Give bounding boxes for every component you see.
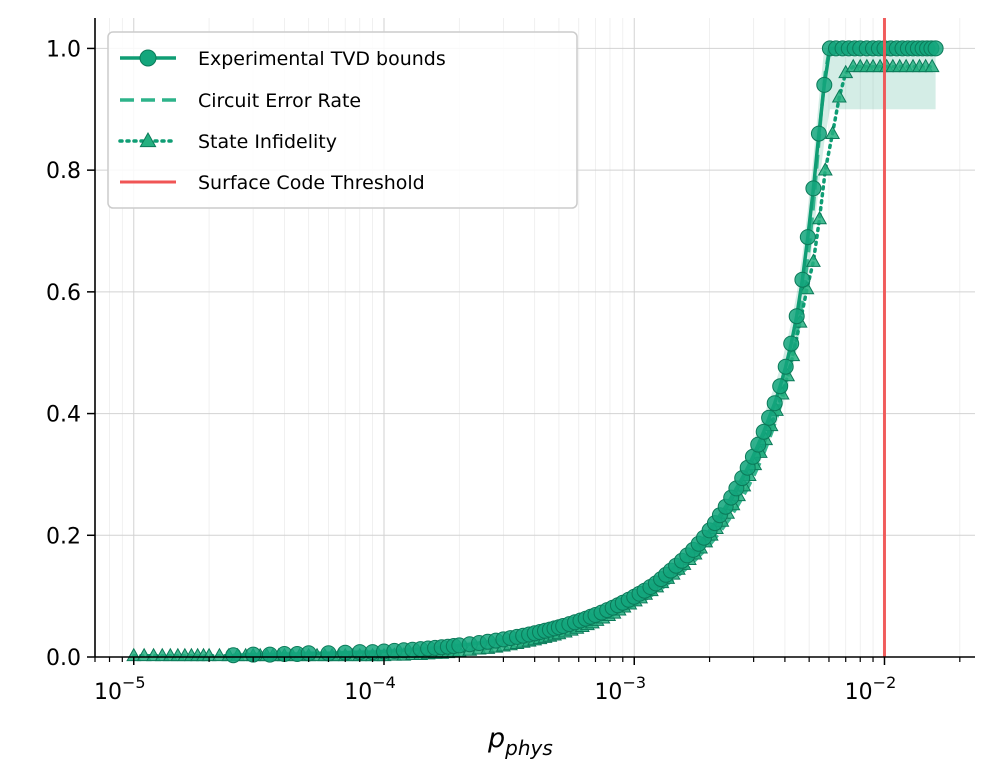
plot-area [126,18,944,664]
state-infidelity-point [924,58,940,73]
y-tick-label: 0.6 [46,281,81,306]
x-tick-label-base: 10 [344,680,372,705]
state-infidelity-point [825,125,841,140]
x-tick-label: 10−3 [594,673,646,705]
y-tick-label: 0.2 [46,524,81,549]
y-tick-label: 0.8 [46,159,81,184]
legend-label: Circuit Error Rate [198,90,361,112]
experimental-tvd-point [927,40,944,57]
ticks: 10−5 10−4 10−3 10−20.00.20.40.60.81.0 [46,37,961,705]
x-tick-label-base: 10 [94,680,122,705]
experimental-tvd-point [766,395,783,412]
experimental-tvd-point [245,646,262,663]
state-infidelity-point [799,280,815,295]
state-infidelity-point [812,210,828,225]
experimental-tvd-point [805,180,822,197]
legend-label: Experimental TVD bounds [198,48,446,70]
x-tick-label-exponent: −5 [122,673,146,692]
experimental-tvd-point [810,125,827,142]
y-tick-label: 0.4 [46,403,81,428]
x-tick-label-base: 10 [594,680,622,705]
experimental-tvd-point [755,423,772,440]
experimental-tvd-point [783,335,800,352]
state-infidelity-point [805,253,821,267]
x-tick-label: 10−2 [845,673,897,705]
legend-label: State Infidelity [198,131,337,153]
experimental-tvd-point [816,76,833,93]
state-infidelity-point [831,89,847,103]
legend-swatch-marker [139,49,157,67]
experimental-tvd-point [261,646,278,663]
experimental-tvd-point [761,409,778,426]
x-tick-label-base: 10 [845,680,873,705]
experimental-tvd-point [772,378,789,395]
x-tick-label: 10−5 [94,673,146,705]
experimental-tvd-point [225,647,242,664]
y-tick-label: 1.0 [46,37,81,62]
experimental-tvd-point [788,308,805,325]
experimental-tvd-point [799,229,816,246]
x-tick-label-exponent: −4 [372,673,396,692]
legend-label: Surface Code Threshold [198,172,425,194]
x-axis-title-subscript: phys [504,736,553,760]
y-tick-label: 0.0 [46,646,81,671]
x-axis-title: pphys [487,723,553,760]
x-tick-label-exponent: −3 [622,673,646,692]
legend-frame [107,31,578,209]
legend: Experimental TVD bounds Circuit Error Rat… [107,31,578,209]
legend-swatch-marker [139,131,157,148]
x-tick-label-exponent: −2 [873,673,897,692]
state-infidelity-point [817,162,833,176]
experimental-tvd-point [777,358,794,375]
experimental-tvd-point [794,271,811,288]
x-tick-label: 10−4 [344,673,396,705]
